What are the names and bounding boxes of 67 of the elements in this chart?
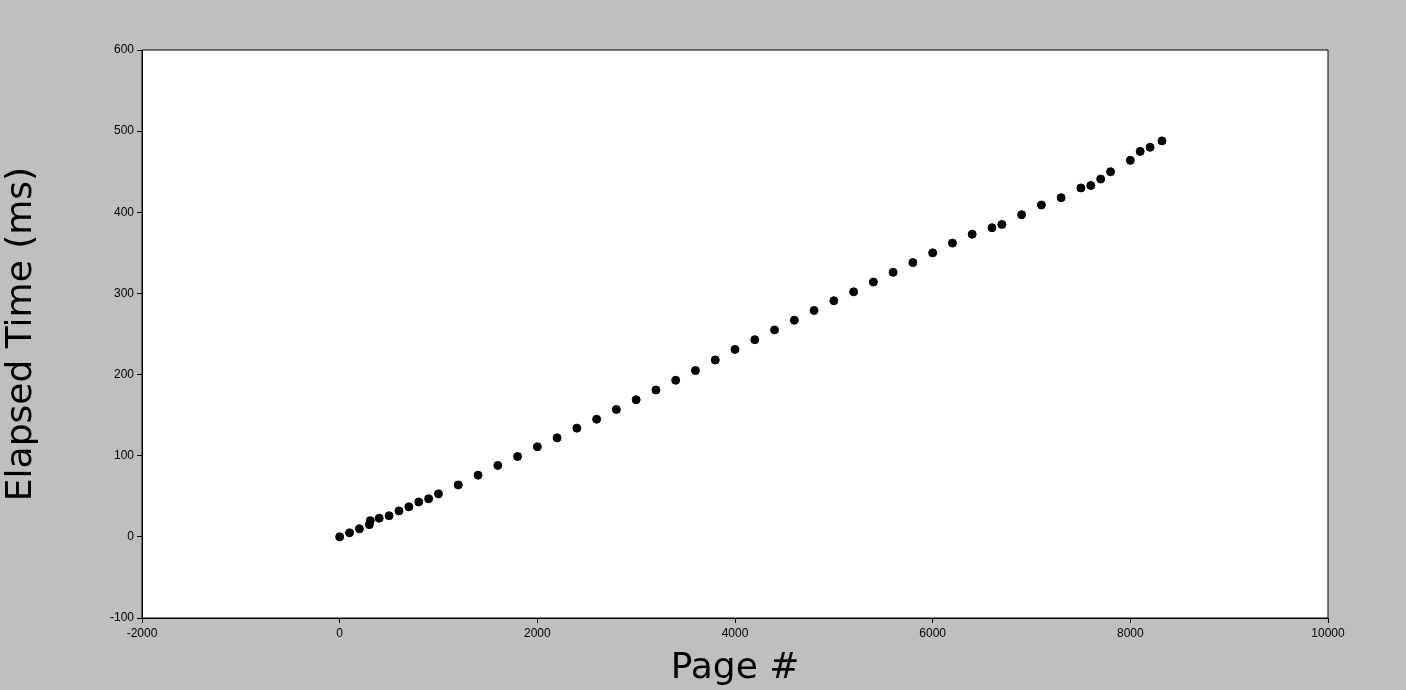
y-tick-label: 300 xyxy=(113,285,135,300)
point xyxy=(404,502,414,512)
point xyxy=(1036,200,1046,210)
point xyxy=(1157,136,1167,146)
point xyxy=(394,506,404,516)
point xyxy=(354,524,364,534)
point xyxy=(1096,174,1106,184)
y-tick-label: 400 xyxy=(113,204,135,219)
y-tick-label: -100 xyxy=(109,610,135,625)
point xyxy=(651,385,661,395)
point xyxy=(552,433,562,443)
x-tick-label: 8000 xyxy=(1116,625,1144,640)
point xyxy=(493,460,503,470)
y-tick-label: 200 xyxy=(113,366,135,381)
point xyxy=(849,287,859,297)
point xyxy=(947,238,957,248)
x-tick-label: 10000 xyxy=(1311,625,1346,640)
point xyxy=(434,489,443,499)
point xyxy=(967,229,977,239)
point xyxy=(453,480,463,490)
point xyxy=(690,366,700,376)
point xyxy=(928,248,938,258)
point xyxy=(710,355,720,365)
point xyxy=(908,258,918,268)
point xyxy=(374,513,384,523)
x-tick-label: 2000 xyxy=(523,625,551,640)
point xyxy=(572,423,582,433)
point xyxy=(1056,193,1066,203)
y-tick-label: 500 xyxy=(113,123,135,138)
y-tick-label: 0 xyxy=(127,529,135,544)
point xyxy=(868,277,878,287)
point xyxy=(1106,167,1116,177)
point xyxy=(424,494,434,504)
y-axis-title: Elapsed Time (ms) xyxy=(0,166,39,502)
point xyxy=(770,325,780,335)
point xyxy=(611,404,621,414)
point xyxy=(1017,210,1027,220)
x-tick-label: 6000 xyxy=(919,625,947,640)
point xyxy=(829,296,839,306)
point xyxy=(671,375,681,385)
point xyxy=(592,414,602,424)
point xyxy=(730,344,740,354)
point xyxy=(345,528,355,538)
x-axis-title: Page # xyxy=(670,644,800,686)
point xyxy=(384,511,394,521)
y-tick-label: 100 xyxy=(113,448,135,463)
point xyxy=(1125,155,1135,165)
point xyxy=(888,267,898,277)
point xyxy=(335,532,345,542)
point xyxy=(414,497,424,507)
point xyxy=(750,335,760,345)
point xyxy=(631,395,641,405)
point xyxy=(789,315,799,325)
point xyxy=(473,470,483,480)
point xyxy=(997,219,1007,229)
point xyxy=(809,305,819,315)
y-tick-label: 600 xyxy=(113,42,135,57)
x-tick-label: 4000 xyxy=(721,625,749,640)
point xyxy=(1076,183,1086,193)
x-tick-label: 0 xyxy=(336,625,344,640)
point xyxy=(1135,146,1145,156)
point xyxy=(987,223,997,233)
point xyxy=(1145,142,1155,152)
point xyxy=(513,452,523,462)
point xyxy=(1086,181,1096,191)
x-tick-label: -2000 xyxy=(126,625,158,640)
point xyxy=(532,442,542,452)
